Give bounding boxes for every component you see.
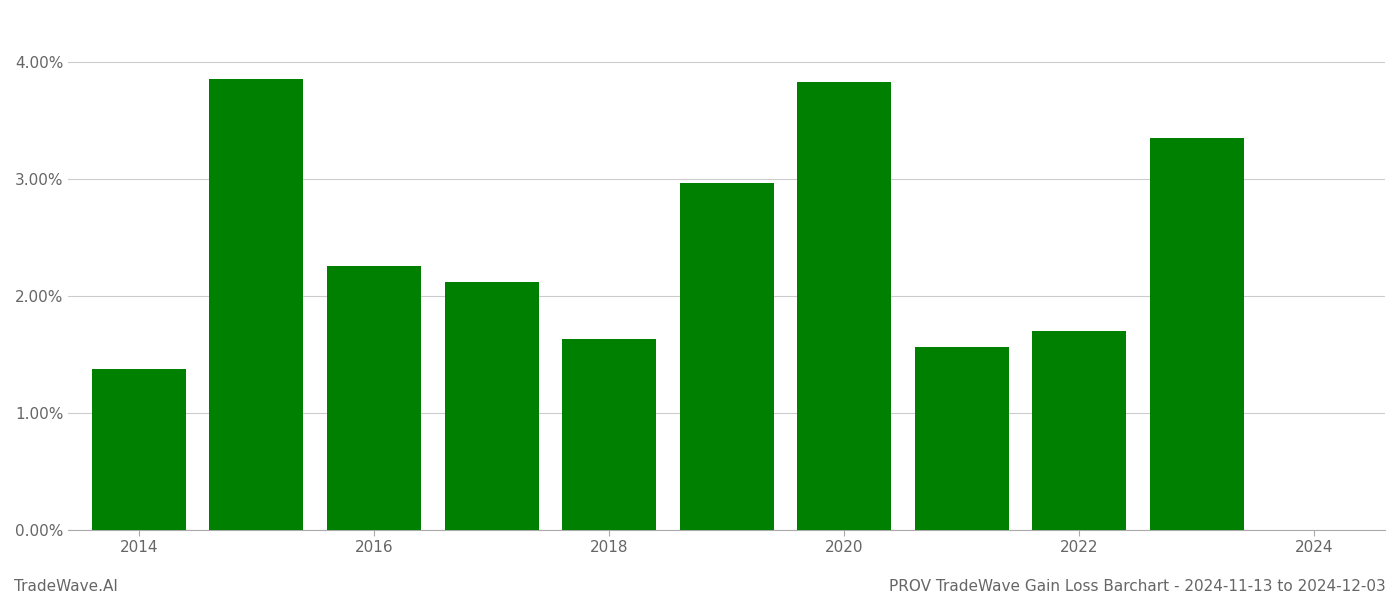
- Text: PROV TradeWave Gain Loss Barchart - 2024-11-13 to 2024-12-03: PROV TradeWave Gain Loss Barchart - 2024…: [889, 579, 1386, 594]
- Bar: [92, 370, 186, 530]
- Text: TradeWave.AI: TradeWave.AI: [14, 579, 118, 594]
- Bar: [914, 347, 1009, 530]
- Bar: [445, 281, 539, 530]
- Bar: [679, 184, 774, 530]
- Bar: [1149, 138, 1245, 530]
- Bar: [210, 79, 304, 530]
- Bar: [563, 339, 657, 530]
- Bar: [328, 266, 421, 530]
- Bar: [1032, 331, 1127, 530]
- Bar: [797, 82, 892, 530]
